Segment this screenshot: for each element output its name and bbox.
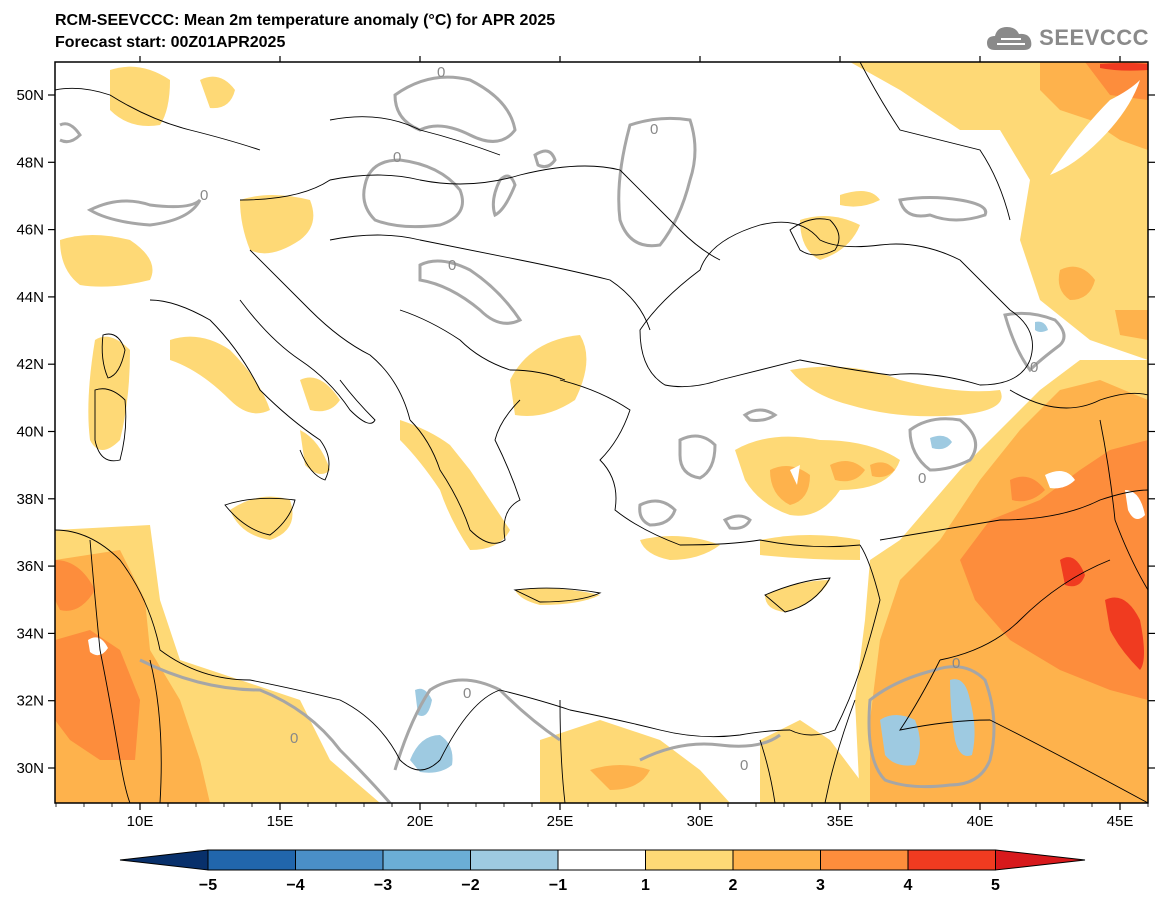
contour-labels: 0 0 0 0 0 0 0 0 0 0 0: [200, 64, 1038, 774]
latitude-axis: 50N 48N 46N 44N 42N 40N 38N 36N 34N 32N 30N: [16, 87, 1155, 777]
africa-north-coast: [55, 529, 791, 771]
colorbar: −5 −4 −3 −2 −1 1 2 3 4 5: [119, 849, 1086, 894]
contour-label: 0: [393, 149, 401, 166]
border-line: [899, 659, 1148, 803]
contour-label: 0: [290, 730, 298, 747]
cyprus: [764, 577, 831, 613]
colorbar-box: [907, 849, 996, 871]
border-line: [89, 539, 131, 803]
border-line: [1009, 389, 1148, 409]
lon-tick-label: 30E: [687, 813, 714, 830]
border-line: [939, 559, 1111, 661]
anomaly-fill-4-5: [1060, 63, 1148, 670]
lon-tick-label: 35E: [827, 813, 854, 830]
lat-tick-label: 44N: [16, 289, 44, 306]
lat-tick-label: 34N: [16, 625, 44, 642]
colorbar-label: −1: [549, 877, 567, 894]
lat-tick-label: 40N: [16, 424, 44, 441]
colorbar-box: [557, 849, 646, 871]
aegean-turkey-coast: [559, 379, 861, 548]
coastlines-and-borders: [55, 62, 1148, 803]
italy-east-coast: [239, 299, 376, 424]
border-line: [859, 62, 1011, 221]
border-line: [559, 699, 566, 803]
map-frame: [54, 61, 1149, 804]
border-line: [149, 659, 162, 803]
contour-label: 0: [463, 685, 471, 702]
lat-tick-label: 32N: [16, 693, 44, 710]
colorbar-label: 1: [641, 877, 650, 894]
lon-tick-label: 20E: [407, 813, 434, 830]
turkey-south-coast: [859, 544, 881, 671]
border-line: [329, 234, 651, 331]
lat-tick-label: 36N: [16, 558, 44, 575]
lon-tick-label: 45E: [1107, 813, 1134, 830]
contour-label: 0: [200, 187, 208, 204]
sardinia: [94, 388, 127, 462]
lon-tick-label: 10E: [127, 813, 154, 830]
border-line: [239, 165, 621, 201]
sicily: [224, 497, 296, 536]
crete: [513, 587, 602, 603]
lat-tick-label: 46N: [16, 222, 44, 239]
longitude-axis: 10E 15E 20E 25E 30E 35E 40E 45E: [55, 56, 1149, 830]
border-line: [879, 489, 1148, 541]
crimea: [789, 218, 840, 256]
colorbar-extend-high: [995, 849, 1086, 871]
contour-label: 0: [1030, 359, 1038, 376]
contour-label: 0: [650, 121, 658, 138]
colorbar-label: 2: [729, 877, 738, 894]
lat-tick-label: 50N: [16, 87, 44, 104]
border-line: [399, 309, 566, 381]
levant-coast: [789, 669, 861, 736]
colorbar-box: [820, 849, 909, 871]
contour-label: 0: [952, 655, 960, 672]
black-sea-coast: [639, 221, 1033, 388]
anomaly-fill-white-patches: [88, 80, 1145, 656]
adriatic-east-coast: [249, 249, 411, 421]
colorbar-label: 3: [816, 877, 825, 894]
border-line: [55, 87, 261, 151]
lat-tick-label: 30N: [16, 760, 44, 777]
lon-tick-label: 40E: [967, 813, 994, 830]
seevccc-logo: SEEVCCC: [985, 22, 1149, 54]
border-line: [329, 116, 501, 156]
map-title: RCM-SEEVCCC: Mean 2m temperature anomaly…: [55, 12, 556, 29]
cloud-icon: [987, 27, 1032, 50]
colorbar-box: [382, 849, 471, 871]
lat-tick-label: 48N: [16, 154, 44, 171]
colorbar-label: −2: [461, 877, 479, 894]
colorbar-extend-low: [119, 849, 209, 871]
colorbar-label: 5: [991, 877, 1000, 894]
forecast-start: Forecast start: 00Z01APR2025: [55, 34, 286, 51]
contour-label: 0: [437, 64, 445, 81]
border-line: [824, 699, 856, 803]
colorbar-box: [732, 849, 821, 871]
lon-tick-label: 15E: [267, 813, 294, 830]
lat-tick-label: 42N: [16, 356, 44, 373]
corsica: [101, 333, 126, 379]
map-plot-area: 0 0 0 0 0 0 0 0 0 0 0: [55, 62, 1148, 803]
greece-coast: [409, 399, 521, 544]
colorbar-box: [470, 849, 559, 871]
contour-label: 0: [918, 470, 926, 487]
lat-tick-label: 38N: [16, 491, 44, 508]
contour-label: 0: [448, 257, 456, 274]
border-line: [1099, 419, 1148, 591]
lon-tick-label: 25E: [547, 813, 574, 830]
border-line: [619, 169, 721, 261]
colorbar-box: [645, 849, 734, 871]
colorbar-box: [295, 849, 384, 871]
italy-west-coast: [149, 299, 330, 481]
logo-text: SEEVCCC: [1039, 25, 1149, 50]
colorbar-label: 4: [904, 877, 913, 894]
colorbar-label: −5: [199, 877, 217, 894]
border-line: [759, 739, 776, 803]
colorbar-box: [207, 849, 296, 871]
contour-label: 0: [740, 757, 748, 774]
colorbar-label: −3: [374, 877, 392, 894]
colorbar-label: −4: [286, 877, 304, 894]
